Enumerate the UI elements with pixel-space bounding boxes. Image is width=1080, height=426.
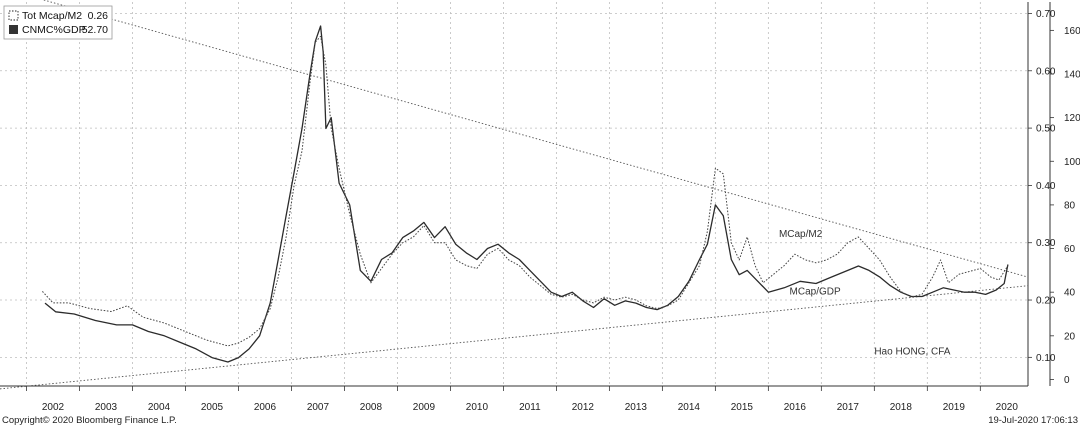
y-left-tick-label: 0.40 [1036, 181, 1056, 192]
trendline [0, 285, 1029, 390]
chart-annotation: MCap/M2 [779, 229, 823, 240]
y-left-tick-label: 0.50 [1036, 124, 1056, 135]
series-line-mcap-gdp [44, 25, 1009, 363]
x-tick-label: 2016 [784, 402, 807, 413]
trendline-layer [0, 0, 1029, 390]
annotation-layer: MCap/M2 MCap/GDP Hao HONG, CFA [779, 229, 951, 357]
legend-label-mcap-m2: Tot Mcap/M2 [22, 10, 82, 22]
x-tick-label: 2019 [943, 402, 966, 413]
y-right-tick-label: 100 [1064, 157, 1080, 168]
y-right-tick-label: 140 [1064, 70, 1080, 81]
legend-swatch-solid [9, 25, 18, 34]
x-tick-label: 2014 [678, 402, 701, 413]
x-tick-label: 2013 [625, 402, 648, 413]
x-tick-label: 2017 [837, 402, 860, 413]
x-tick-label: 2012 [572, 402, 595, 413]
x-tick-label: 2005 [201, 402, 224, 413]
x-tick-label: 2006 [254, 402, 277, 413]
x-tick-label: 2020 [996, 402, 1019, 413]
y-right-tick-label: 60 [1064, 244, 1076, 255]
y-right-tick-label: 20 [1064, 331, 1076, 342]
y-right-tick-label: 0 [1064, 375, 1070, 386]
y-right-tick-label: 40 [1064, 288, 1076, 299]
y-right-tick-label: 120 [1064, 113, 1080, 124]
x-tick-label: 2004 [148, 402, 171, 413]
x-tick-label: 2018 [890, 402, 913, 413]
y-left-tick-label: 0.20 [1036, 296, 1056, 307]
y-right-tick-label: 160 [1064, 26, 1080, 37]
legend-label-cnmc-gdp: CNMC%GDP [22, 24, 86, 36]
x-tick-label: 2008 [360, 402, 383, 413]
trendline [42, 0, 1029, 278]
axis-layer: 2002 2003 2004 2005 2006 2007 2008 2009 2010 2011… [0, 2, 1080, 413]
footer-copyright: Copyright© 2020 Bloomberg Finance L.P. [2, 415, 177, 426]
chart-annotation: MCap/GDP [790, 286, 841, 297]
x-tick-label: 2010 [466, 402, 489, 413]
grid-layer [0, 2, 1028, 386]
series-line-mcap-m2 [42, 35, 1009, 347]
chart-annotation: Hao HONG, CFA [874, 346, 950, 357]
legend-value-mcap-m2: 0.26 [88, 10, 109, 22]
legend-value-cnmc-gdp: 52.70 [82, 24, 108, 36]
x-tick-label: 2009 [413, 402, 436, 413]
legend: Tot Mcap/M2 0.26 CNMC%GDP 52.70 [3, 5, 113, 40]
x-tick-label: 2011 [519, 402, 541, 413]
x-tick-label: 2015 [731, 402, 754, 413]
x-tick-label: 2002 [42, 402, 65, 413]
y-left-tick-label: 0.70 [1036, 9, 1056, 20]
legend-swatch-dotted [8, 10, 19, 21]
y-left-tick-label: 0.30 [1036, 238, 1056, 249]
x-tick-label: 2003 [95, 402, 118, 413]
footer-timestamp: 19-Jul-2020 17:06:13 [988, 415, 1078, 426]
x-tick-label: 2007 [307, 402, 330, 413]
y-left-tick-label: 0.10 [1036, 353, 1056, 364]
y-left-tick-label: 0.60 [1036, 66, 1056, 77]
y-right-tick-label: 80 [1064, 200, 1076, 211]
series-layer [42, 25, 1009, 363]
